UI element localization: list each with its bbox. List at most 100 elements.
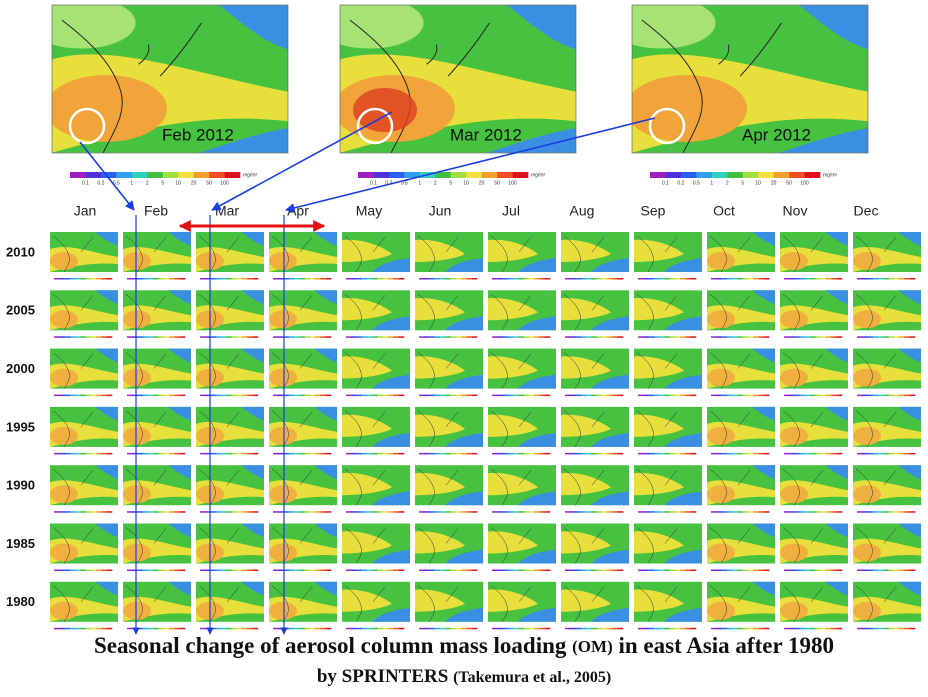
colorbar-swatch: [492, 511, 498, 513]
colorbar-swatch: [362, 628, 368, 630]
colorbar-swatch: [524, 511, 530, 513]
colorbar-swatch: [242, 336, 248, 338]
colorbar-swatch: [273, 511, 279, 513]
colorbar-swatch: [247, 336, 253, 338]
colorbar-swatch: [607, 336, 613, 338]
colorbar-swatch: [351, 278, 357, 280]
colorbar-swatch: [748, 570, 754, 572]
colorbar-swatch: [680, 570, 686, 572]
colorbar-swatch: [591, 395, 597, 397]
colorbar-swatch: [226, 511, 232, 513]
colorbar-swatch: [899, 453, 905, 455]
colorbar-swatch: [226, 628, 232, 630]
colorbar-swatch: [748, 395, 754, 397]
colorbar-swatch: [278, 511, 284, 513]
map: [123, 290, 191, 330]
colorbar-swatch: [691, 395, 697, 397]
colorbar-swatch: [221, 395, 227, 397]
colorbar-swatch: [299, 278, 305, 280]
colorbar-swatch: [758, 453, 764, 455]
colorbar-swatch: [831, 395, 837, 397]
colorbar-swatch: [289, 453, 295, 455]
colorbar-swatch: [278, 453, 284, 455]
colorbar-swatch: [372, 628, 378, 630]
colorbar-swatch: [351, 453, 357, 455]
map: [196, 232, 264, 272]
colorbar-swatch: [435, 628, 441, 630]
map: [707, 582, 775, 622]
colorbar-swatch: [899, 570, 905, 572]
colorbar-swatch: [466, 570, 472, 572]
colorbar-swatch: [743, 511, 749, 513]
colorbar-swatch: [810, 628, 816, 630]
colorbar-swatch: [305, 570, 311, 572]
colorbar-swatch: [868, 570, 874, 572]
colorbar-swatch: [602, 278, 608, 280]
colorbar-swatch: [711, 628, 717, 630]
colorbar-swatch: [889, 395, 895, 397]
colorbar-label: 5: [741, 180, 744, 186]
colorbar-swatch: [70, 278, 76, 280]
colorbar-swatch: [86, 453, 92, 455]
colorbar-swatch: [889, 278, 895, 280]
colorbar-swatch: [591, 278, 597, 280]
colorbar-swatch: [399, 628, 405, 630]
colorbar-swatch: [612, 395, 618, 397]
colorbar-swatch: [831, 570, 837, 572]
colorbar-swatch: [180, 511, 186, 513]
colorbar-swatch: [80, 336, 86, 338]
colorbar-swatch: [545, 336, 551, 338]
colorbar-swatch: [513, 628, 519, 630]
colorbar-swatch: [545, 395, 551, 397]
colorbar-swatch: [107, 511, 113, 513]
colorbar-swatch: [211, 336, 217, 338]
colorbar-swatch: [372, 395, 378, 397]
colorbar-swatch: [148, 628, 154, 630]
colorbar-swatch: [393, 395, 399, 397]
colorbar-swatch: [545, 570, 551, 572]
colorbar-swatch: [430, 395, 436, 397]
colorbar-swatch: [273, 336, 279, 338]
colorbar-swatch: [873, 336, 879, 338]
colorbar-swatch: [910, 511, 916, 513]
colorbar-swatch: [889, 336, 895, 338]
map: [780, 582, 848, 622]
colorbar-swatch: [430, 570, 436, 572]
colorbar-swatch: [326, 511, 332, 513]
colorbar-swatch: [586, 395, 592, 397]
colorbar-label: 50: [494, 180, 500, 186]
colorbar-swatch: [873, 278, 879, 280]
colorbar-swatch: [670, 628, 676, 630]
map: [780, 232, 848, 272]
colorbar-swatch: [492, 453, 498, 455]
colorbar-swatch: [643, 511, 649, 513]
colorbar-swatch: [388, 453, 394, 455]
year-label: 1985: [6, 536, 35, 551]
colorbar-swatch: [169, 453, 175, 455]
colorbar-swatch: [691, 628, 697, 630]
colorbar-swatch: [862, 570, 868, 572]
map: [50, 290, 118, 330]
map: [269, 407, 337, 447]
map: [853, 524, 921, 564]
colorbar-swatch: [435, 336, 441, 338]
colorbar-swatch: [821, 395, 827, 397]
colorbar-swatch: [659, 453, 665, 455]
map: [50, 582, 118, 622]
colorbar-swatch: [800, 570, 806, 572]
colorbar-swatch: [143, 395, 149, 397]
colorbar-swatch: [169, 278, 175, 280]
colorbar-swatch: [857, 628, 863, 630]
colorbar-swatch: [430, 278, 436, 280]
colorbar-swatch: [857, 395, 863, 397]
colorbar-swatch: [351, 395, 357, 397]
colorbar-swatch: [889, 453, 895, 455]
colorbar-swatch: [743, 628, 749, 630]
colorbar-swatch: [748, 336, 754, 338]
colorbar-swatch: [649, 511, 655, 513]
colorbar-swatch: [440, 570, 446, 572]
colorbar-swatch: [868, 336, 874, 338]
colorbar-swatch: [748, 453, 754, 455]
colorbar-swatch: [472, 453, 478, 455]
colorbar-swatch: [226, 336, 232, 338]
